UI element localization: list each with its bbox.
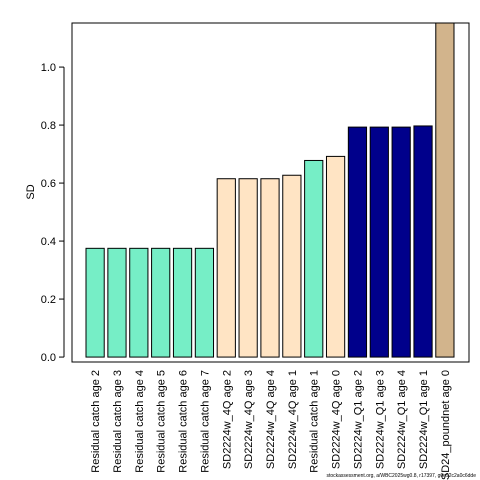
y-axis-label: SD xyxy=(25,184,37,199)
x-tick-label: SD2224w_Q1 age 3 xyxy=(374,370,386,469)
x-tick-label: Residual catch age 5 xyxy=(156,370,168,473)
x-tick-label: SD2224w_4Q age 2 xyxy=(221,370,233,469)
x-tick-label: Residual catch age 3 xyxy=(112,370,124,473)
bar xyxy=(347,126,368,358)
y-tick-label: 0.6 xyxy=(41,178,56,190)
x-tick-label: SD2224w_4Q age 0 xyxy=(331,370,343,469)
bar xyxy=(391,126,411,358)
footer: stockassessment.org, a/WBC2025wg0.8, r17… xyxy=(326,473,476,479)
x-tick-label: SD2224w_4Q age 1 xyxy=(287,370,299,469)
bar xyxy=(369,126,389,358)
x-tick-label: Residual catch age 2 xyxy=(90,370,102,473)
bar xyxy=(435,22,455,358)
bar xyxy=(238,178,258,358)
bar xyxy=(107,247,127,358)
y-tick-label: 1.0 xyxy=(41,62,56,74)
y-tick-label: 0.4 xyxy=(41,236,56,248)
x-tick-label: Residual catch age 6 xyxy=(178,370,190,473)
bar xyxy=(85,247,105,358)
bar xyxy=(151,247,171,358)
x-tick-label: Residual catch age 7 xyxy=(199,370,211,473)
plot-box xyxy=(71,22,470,363)
x-tick-label: SD2224w_Q1 age 1 xyxy=(418,370,430,469)
x-tick-label: SD24_poundnet age 0 xyxy=(440,370,452,480)
x-tick-label: SD2224w_Q1 age 2 xyxy=(352,370,364,469)
y-tick-label: 0.2 xyxy=(41,294,56,306)
x-tick-label: Residual catch age 1 xyxy=(309,370,321,473)
y-tick-label: 0.8 xyxy=(41,120,56,132)
x-tick-label: SD2224w_4Q age 3 xyxy=(243,370,255,469)
bar xyxy=(260,178,280,358)
bar xyxy=(325,155,346,358)
bar xyxy=(304,159,324,358)
bar xyxy=(216,178,236,358)
x-tick-label: SD2224w_4Q age 4 xyxy=(265,370,277,469)
bar xyxy=(413,125,433,358)
bar xyxy=(194,247,215,358)
bar xyxy=(129,247,149,358)
bar xyxy=(282,174,302,358)
y-tick-label: 0.0 xyxy=(41,352,56,364)
x-tick-label: Residual catch age 4 xyxy=(134,370,146,473)
bar xyxy=(172,247,193,358)
x-tick-label: SD2224w_Q1 age 4 xyxy=(396,370,408,469)
